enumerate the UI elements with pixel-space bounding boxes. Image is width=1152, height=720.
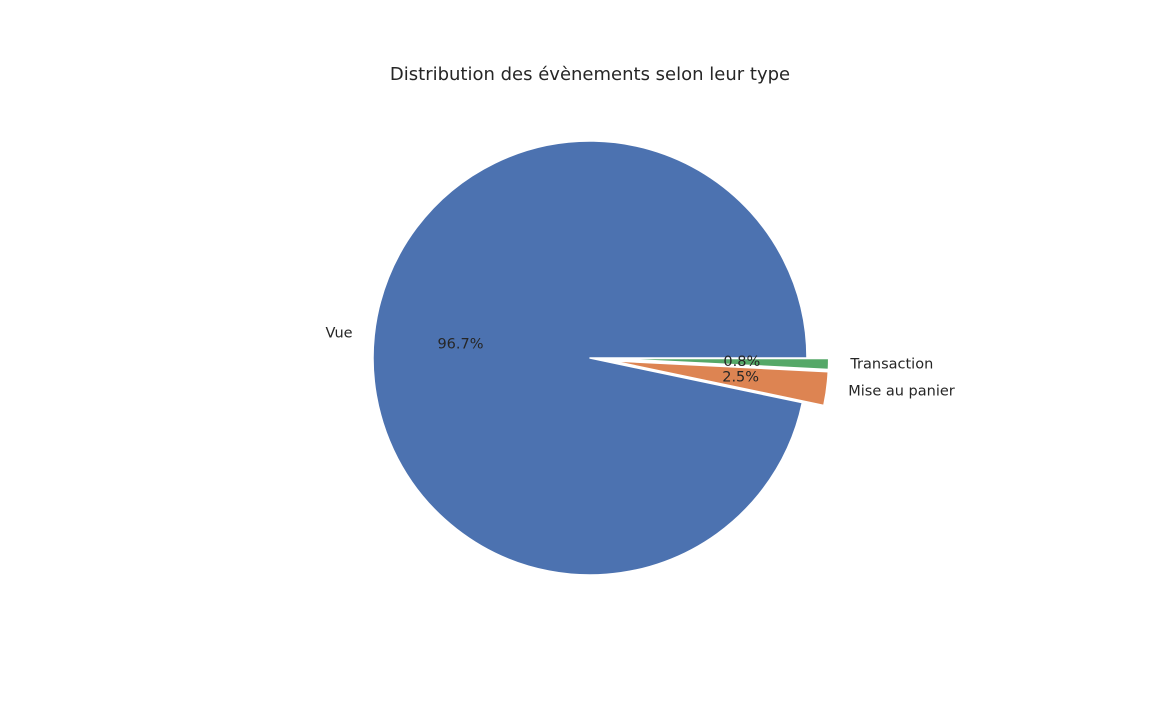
- pie-slice-vue: [372, 140, 808, 576]
- slice-label-vue: Vue: [326, 325, 353, 341]
- pie-slice-mise-au-panier: [610, 360, 829, 407]
- slice-label-mise-au-panier: Mise au panier: [848, 383, 955, 399]
- slice-percent-mise-au-panier: 2.5%: [722, 370, 759, 386]
- slice-label-transaction: Transaction: [849, 357, 933, 373]
- chart-title: Distribution des évènements selon leur t…: [390, 64, 790, 85]
- slice-percent-vue: 96.7%: [437, 337, 483, 353]
- pie-labels: Vue 96.7% Mise au panier 2.5% Transaction 0.8…: [326, 325, 955, 399]
- pie-slice-transaction: [610, 357, 830, 371]
- slice-percent-transaction: 0.8%: [723, 354, 760, 370]
- pie-slices: [372, 140, 830, 576]
